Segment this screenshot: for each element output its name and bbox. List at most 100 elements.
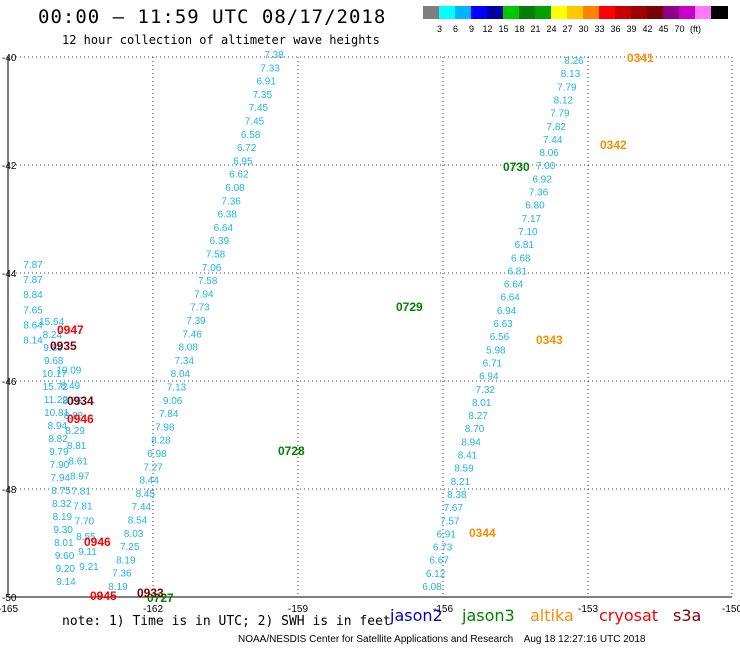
wave-height-value: 7.94	[51, 473, 71, 484]
wave-height-value: 9.06	[163, 396, 183, 407]
wave-height-value: 8.45	[136, 489, 156, 500]
wave-height-value: 8.97	[70, 471, 90, 482]
wave-height-value: 11.22	[44, 395, 69, 406]
wave-height-value: 6.91	[436, 529, 456, 540]
wave-height-value: 8.49	[61, 381, 81, 392]
wave-height-value: 7.44	[132, 502, 152, 513]
wave-height-value: 9.89	[43, 343, 63, 354]
wave-height-values: 7.87 7.87 8.84 7.65 8.64 8.14 8.19 7.36 8.19 7.25…	[23, 50, 584, 593]
pass-time-label: 0945	[90, 589, 117, 603]
wave-height-value: 6.92	[532, 174, 552, 185]
wave-height-value: 8.21	[451, 477, 471, 488]
wave-height-value: 7.10	[518, 227, 538, 238]
wave-height-value: 10.09	[56, 366, 81, 377]
y-tick-label: -40	[2, 53, 17, 64]
color-scale-label: 36	[610, 24, 621, 34]
x-tick-label: -165	[0, 604, 18, 615]
wave-height-value: 8.94	[48, 421, 68, 432]
wave-height-value: 7.32	[476, 385, 496, 396]
wave-height-value: 8.38	[447, 490, 467, 501]
wave-height-value: 7.84	[159, 409, 179, 420]
wave-height-value: 9.30	[53, 525, 73, 536]
color-scale-label: 45	[658, 24, 669, 34]
wave-height-value: 7.00	[536, 161, 556, 172]
wave-height-value: 8.70	[465, 424, 485, 435]
wave-height-value: 6.81	[507, 266, 527, 277]
color-swatch	[711, 6, 728, 19]
wave-height-value: 10.17	[42, 369, 67, 380]
legend-s3a: s3a	[673, 606, 702, 625]
wave-height-value: 6.62	[229, 170, 249, 181]
wave-height-value: 8.12	[554, 95, 574, 106]
wave-height-value: 8.29	[65, 426, 85, 437]
wave-height-value: 8.44	[139, 476, 159, 487]
page-title: 00:00 – 11:59 UTC 08/17/2018	[38, 6, 387, 28]
color-swatch	[599, 6, 616, 19]
wave-height-value: 7.70	[75, 517, 95, 528]
wave-height-value: 7.36	[112, 569, 132, 580]
color-scale-label: 33	[594, 24, 605, 34]
pass-time-label: 0727	[147, 591, 174, 605]
wave-height-value: 8.32	[52, 499, 72, 510]
color-swatch	[551, 6, 568, 19]
color-swatch	[663, 6, 680, 19]
x-tick-label: -150	[722, 604, 740, 615]
wave-height-value: 6.98	[147, 449, 167, 460]
pass-time-label: 0946	[84, 535, 111, 549]
wave-height-value: 8.88	[64, 411, 84, 422]
wave-height-value: 8.24	[43, 330, 63, 341]
wave-height-value: 8.19	[53, 512, 73, 523]
wave-height-value: 7.79	[550, 109, 570, 120]
y-tick-label: -48	[2, 485, 17, 496]
wave-height-value: 9.11	[78, 547, 97, 558]
wave-height-value: 9.79	[49, 447, 69, 458]
wave-height-value: 8.19	[108, 582, 128, 593]
pass-time-label: 0342	[600, 138, 627, 152]
wave-height-value: 7.81	[73, 502, 93, 513]
color-swatch	[535, 6, 552, 19]
wave-height-value: 7.73	[190, 303, 210, 314]
wave-height-value: 6.80	[525, 201, 545, 212]
wave-height-value: 7.34	[175, 356, 195, 367]
color-scale-label: 21	[530, 24, 541, 34]
wave-height-value: 7.67	[444, 503, 464, 514]
color-swatch	[695, 6, 712, 19]
pass-time-label: 0728	[278, 444, 305, 458]
wave-height-value: 8.82	[48, 434, 68, 445]
wave-height-value: 7.06	[202, 263, 222, 274]
wave-height-value: 6.94	[497, 306, 517, 317]
y-tick-label: -46	[2, 377, 17, 388]
pass-time-label: 0935	[50, 339, 77, 353]
color-swatch	[487, 6, 504, 19]
x-tick-label: -159	[288, 604, 308, 615]
wave-height-value: 6.71	[483, 358, 503, 369]
wave-height-value: 6.08	[225, 183, 245, 194]
wave-height-value: 6.64	[214, 223, 234, 234]
wave-height-value: 7.87	[23, 275, 43, 286]
wave-height-value: 7.38	[264, 50, 284, 61]
color-scale-label: 15	[498, 24, 509, 34]
wave-height-value: 8.13	[561, 69, 581, 80]
pass-time-label: 0341	[627, 51, 654, 65]
color-swatch	[631, 6, 648, 19]
wave-height-value: 8.19	[116, 555, 136, 566]
color-swatch	[679, 6, 696, 19]
wave-height-value: 8.84	[23, 290, 43, 301]
wave-height-value: 7.46	[182, 329, 202, 340]
pass-time-label: 0934	[67, 394, 94, 408]
wave-height-value: 7.17	[522, 214, 542, 225]
wave-height-value: 8.27	[468, 411, 488, 422]
wave-height-value: 6.68	[511, 253, 531, 264]
wave-height-value: 8.55	[76, 532, 96, 543]
wave-height-value: 8.61	[68, 456, 88, 467]
color-scale-label: 9	[468, 24, 474, 34]
color-swatch	[439, 6, 456, 19]
pass-time-labels: 0341 0342 0343 0344 0730 0729 0728 0727 0947 0935…	[50, 51, 654, 605]
wave-height-value: 6.39	[210, 236, 230, 247]
wave-height-value: 8.64	[23, 320, 43, 331]
wave-height-value: 7.36	[221, 196, 241, 207]
pass-time-label: 0344	[469, 526, 496, 540]
color-swatch	[615, 6, 632, 19]
pass-time-label: 0933	[137, 586, 164, 600]
